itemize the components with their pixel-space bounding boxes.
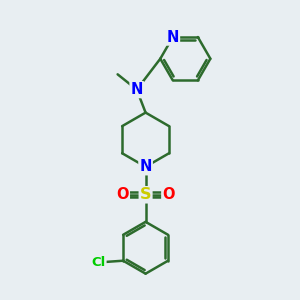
Text: N: N	[130, 82, 143, 97]
Text: Cl: Cl	[91, 256, 106, 269]
Text: N: N	[167, 29, 179, 44]
Text: O: O	[116, 187, 129, 202]
Text: S: S	[140, 187, 151, 202]
Text: O: O	[162, 187, 175, 202]
Text: N: N	[140, 159, 152, 174]
